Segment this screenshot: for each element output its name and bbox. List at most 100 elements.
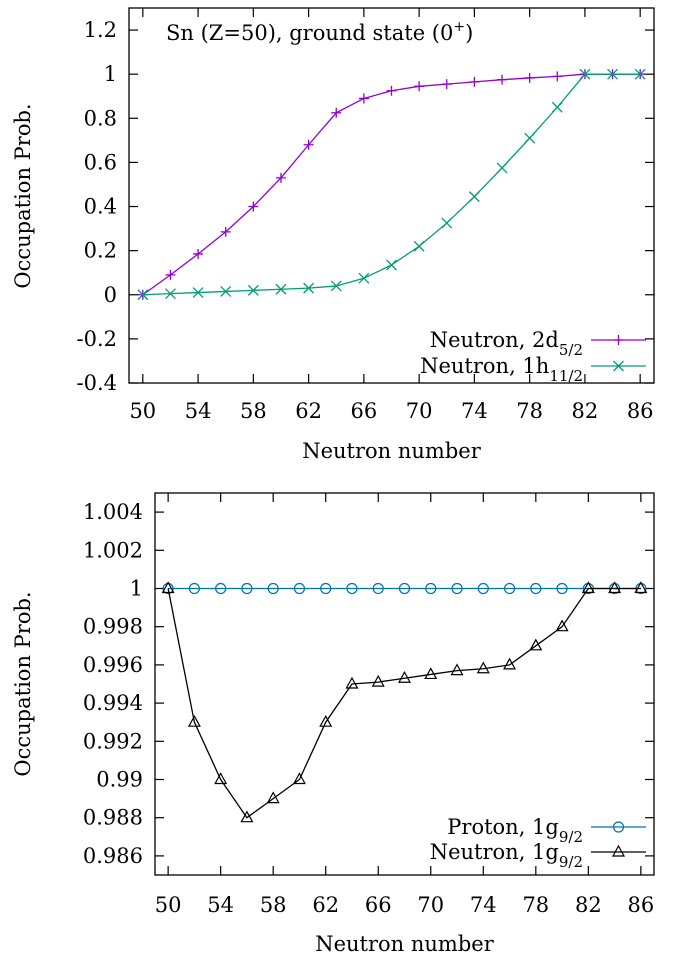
marker-cross-2 [192, 287, 204, 299]
legend-label-main: Neutron, 1g [430, 840, 559, 864]
y-tick-label: 1 [104, 62, 117, 86]
marker-cross-1 [164, 288, 176, 300]
marker-circle-13 [503, 582, 516, 595]
marker-cross-17 [607, 68, 619, 80]
marker-plus-12 [469, 76, 480, 87]
x-tick-label: 82 [575, 893, 602, 917]
legend-label-sub: 9/2 [559, 853, 583, 871]
marker-cross-4 [247, 284, 259, 296]
marker-plus-13 [497, 74, 508, 85]
marker-circle-11 [451, 582, 463, 595]
marker-plus-4 [248, 201, 259, 212]
y-tick-label: 1 [130, 577, 143, 601]
marker-triangle-8 [371, 674, 385, 687]
x-tick-label: 70 [406, 399, 433, 423]
marker-cross-10 [413, 240, 425, 252]
marker-triangle-3 [240, 810, 254, 823]
marker-triangle-17 [608, 581, 622, 594]
y-tick-label: 0.8 [84, 106, 117, 130]
marker-circle-14 [530, 582, 542, 595]
legend-label: Neutron, 1g9/2 [430, 840, 583, 871]
marker-triangle-15 [555, 619, 569, 632]
y-axis-label: Occupation Prob. [11, 591, 35, 776]
marker-cross-14 [524, 132, 536, 144]
series-line [167, 587, 641, 819]
marker-triangle-2 [214, 772, 228, 785]
y-tick-label: 1.002 [83, 538, 143, 562]
marker-plus-9 [386, 85, 397, 96]
marker-cross-16 [579, 68, 591, 80]
legend-label-main: Neutron, 2d [430, 328, 559, 352]
marker-triangle-16 [581, 581, 595, 594]
x-tick-label: 50 [129, 399, 156, 423]
x-tick-label: 86 [628, 893, 655, 917]
chart-title-close: ) [465, 21, 473, 45]
y-tick-label: 0.4 [84, 195, 117, 219]
marker-triangle-6 [319, 714, 333, 727]
legend-label: Proton, 1g9/2 [447, 815, 583, 846]
x-tick-label: 58 [260, 893, 287, 917]
marker-cross-13 [496, 162, 508, 174]
marker-plus-7 [331, 107, 342, 118]
legend-label-sub: 9/2 [559, 828, 583, 846]
marker-plus-11 [441, 79, 452, 90]
marker-circle-1 [188, 582, 200, 595]
x-tick-label: 54 [185, 399, 212, 423]
y-tick-label: 0.2 [84, 239, 117, 263]
series-0 [162, 582, 647, 595]
marker-plus-14 [524, 72, 535, 83]
marker-cross-18 [634, 68, 646, 80]
x-tick-label: 62 [312, 893, 339, 917]
marker-triangle-18 [634, 581, 648, 594]
x-axis-label: Neutron number [315, 932, 494, 956]
y-tick-label: -0.2 [77, 327, 118, 351]
y-tick-label: 0.988 [83, 806, 143, 830]
marker-triangle-5 [292, 772, 306, 785]
marker-triangle-7 [345, 676, 359, 689]
marker-plus-15 [552, 71, 563, 82]
bottom-panel: 1.004 1.002 1 0.998 0.996 0.994 0.992 0.99 0.988… [11, 492, 655, 956]
x-tick-label: 50 [155, 893, 182, 917]
marker-plus-5 [275, 172, 286, 183]
x-tick-label: 58 [240, 399, 267, 423]
marker-triangle-1 [187, 714, 201, 727]
marker-triangle-12 [476, 661, 490, 674]
chart-title: Sn (Z=50), ground state (0+) [166, 19, 473, 45]
marker-cross-6 [303, 282, 315, 294]
marker-circle-7 [346, 582, 358, 595]
x-tick-label: 54 [207, 893, 234, 917]
marker-cross-5 [275, 283, 287, 295]
marker-triangle-9 [397, 671, 412, 683]
marker-triangle-10 [424, 667, 438, 680]
legend-label-sub: 11/2 [549, 367, 583, 385]
marker-plus-10 [414, 81, 425, 92]
y-axis-label: Occupation Prob. [11, 103, 35, 288]
series-1 [137, 68, 646, 301]
marker-triangle-14 [529, 638, 543, 651]
marker-cross-0 [137, 289, 149, 301]
marker-triangle-13 [503, 657, 517, 670]
marker-circle-8 [372, 582, 384, 595]
marker-cross-legend [613, 360, 624, 372]
y-tick-label: 0.6 [84, 150, 117, 174]
marker-cross-15 [551, 101, 563, 113]
marker-circle-15 [556, 582, 568, 595]
marker-circle-9 [398, 582, 411, 595]
marker-circle-4 [267, 582, 279, 595]
marker-circle-6 [320, 582, 332, 595]
x-tick-label: 66 [351, 399, 378, 423]
marker-triangle-4 [266, 791, 280, 804]
x-tick-label: 62 [295, 399, 322, 423]
y-tick-label: 0.99 [96, 768, 143, 792]
y-tick-label: 1.004 [83, 500, 143, 524]
marker-plus-3 [220, 226, 231, 237]
x-tick-label: 74 [461, 399, 488, 423]
chart-title-main: Sn (Z=50), ground state (0 [166, 21, 453, 45]
legend-label-main: Neutron, 1h [420, 354, 549, 378]
marker-triangle-legend [611, 844, 626, 857]
marker-cross-3 [220, 285, 232, 297]
y-tick-label: 0.996 [83, 653, 143, 677]
x-tick-label: 66 [365, 893, 392, 917]
